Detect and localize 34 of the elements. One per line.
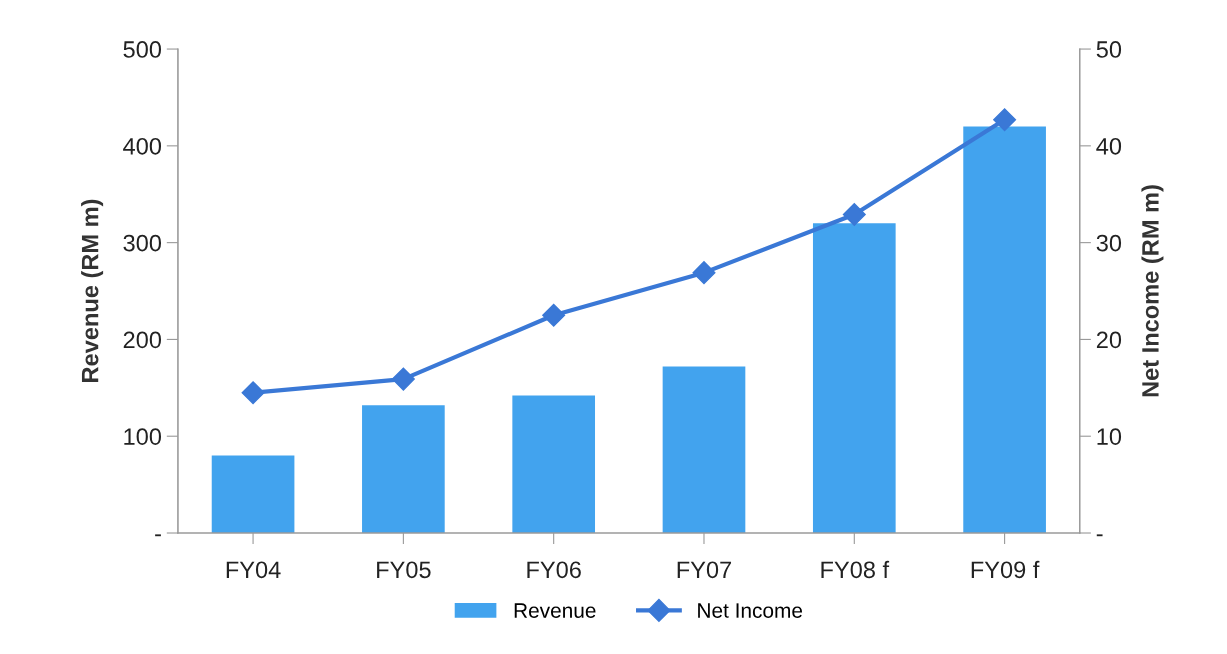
- x-tick-label: FY09 f: [971, 560, 1040, 579]
- x-tick-label: FY04: [226, 561, 281, 579]
- y-tick-label: 300: [123, 234, 162, 252]
- point: [391, 367, 415, 391]
- x-tick-label: FY06: [527, 561, 581, 579]
- point: [542, 303, 566, 327]
- bar: [211, 455, 295, 534]
- y2-tick-label: -: [1096, 534, 1103, 537]
- point: [241, 381, 265, 405]
- bar: [362, 405, 445, 534]
- point: [993, 108, 1017, 132]
- y2-axis-title: Net Income (RM m): [1141, 185, 1164, 397]
- bar: [662, 366, 746, 534]
- x-tick-label: FY08 f: [821, 560, 890, 579]
- y-tick-label: -: [155, 534, 161, 537]
- point: [842, 203, 866, 227]
- y2-tick-label: 40: [1096, 137, 1122, 155]
- y-axis-title: Revenue (RM m): [81, 199, 104, 382]
- y2-tick-label: 50: [1096, 41, 1122, 58]
- legend-label: Net Income: [698, 603, 803, 618]
- x-tick-label: FY07: [677, 561, 732, 579]
- bar: [812, 223, 896, 534]
- bar: [512, 395, 596, 534]
- y-tick-label: 100: [124, 428, 162, 446]
- y-tick-label: 500: [123, 41, 162, 58]
- y2-tick-label: 30: [1096, 234, 1122, 252]
- y2-tick-label: 20: [1096, 331, 1122, 349]
- legend-label: Revenue: [514, 603, 596, 618]
- y2-tick-label: 10: [1097, 428, 1122, 446]
- bar: [963, 126, 1046, 534]
- y-tick-label: 200: [123, 331, 162, 349]
- y-tick-label: 400: [123, 137, 162, 155]
- point: [692, 261, 716, 285]
- x-tick-label: FY05: [377, 561, 431, 579]
